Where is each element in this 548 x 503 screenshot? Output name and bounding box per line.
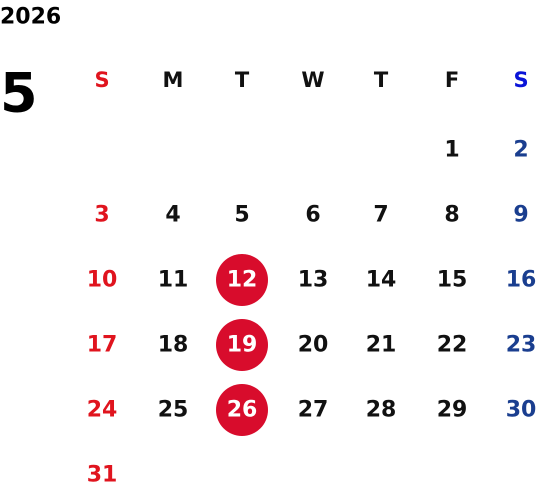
day: 31 <box>87 463 118 488</box>
day-marker <box>216 319 268 371</box>
day: 8 <box>444 203 459 228</box>
day: 13 <box>298 268 329 293</box>
weekday-label: T <box>374 68 389 92</box>
day: 25 <box>158 398 189 423</box>
year: 2026 <box>0 5 61 30</box>
weekday-label: S <box>513 68 528 92</box>
day: 28 <box>366 398 397 423</box>
day: 26 <box>227 398 258 423</box>
weekday-label: W <box>301 68 324 92</box>
day: 9 <box>513 203 528 228</box>
day: 5 <box>234 203 249 228</box>
day-marker <box>216 254 268 306</box>
weekday-label: F <box>445 68 459 92</box>
day: 14 <box>366 268 397 293</box>
day: 16 <box>506 268 537 293</box>
day-marker <box>216 384 268 436</box>
day: 18 <box>158 333 189 358</box>
day: 2 <box>513 138 528 163</box>
month: 5 <box>0 62 38 125</box>
day: 6 <box>305 203 320 228</box>
day: 22 <box>437 333 468 358</box>
day: 1 <box>444 138 459 163</box>
day: 11 <box>158 268 189 293</box>
day: 27 <box>298 398 329 423</box>
weekday-label: T <box>235 68 250 92</box>
day: 7 <box>373 203 388 228</box>
day: 12 <box>227 268 258 293</box>
weekday-label: M <box>163 68 184 92</box>
day: 24 <box>87 398 118 423</box>
day: 15 <box>437 268 468 293</box>
day: 20 <box>298 333 329 358</box>
day: 4 <box>165 203 180 228</box>
day: 23 <box>506 333 537 358</box>
day: 10 <box>87 268 118 293</box>
day: 30 <box>506 398 537 423</box>
day: 17 <box>87 333 118 358</box>
day: 3 <box>94 203 109 228</box>
weekday-label: S <box>94 68 109 92</box>
day: 29 <box>437 398 468 423</box>
day: 19 <box>227 333 258 358</box>
day: 21 <box>366 333 397 358</box>
